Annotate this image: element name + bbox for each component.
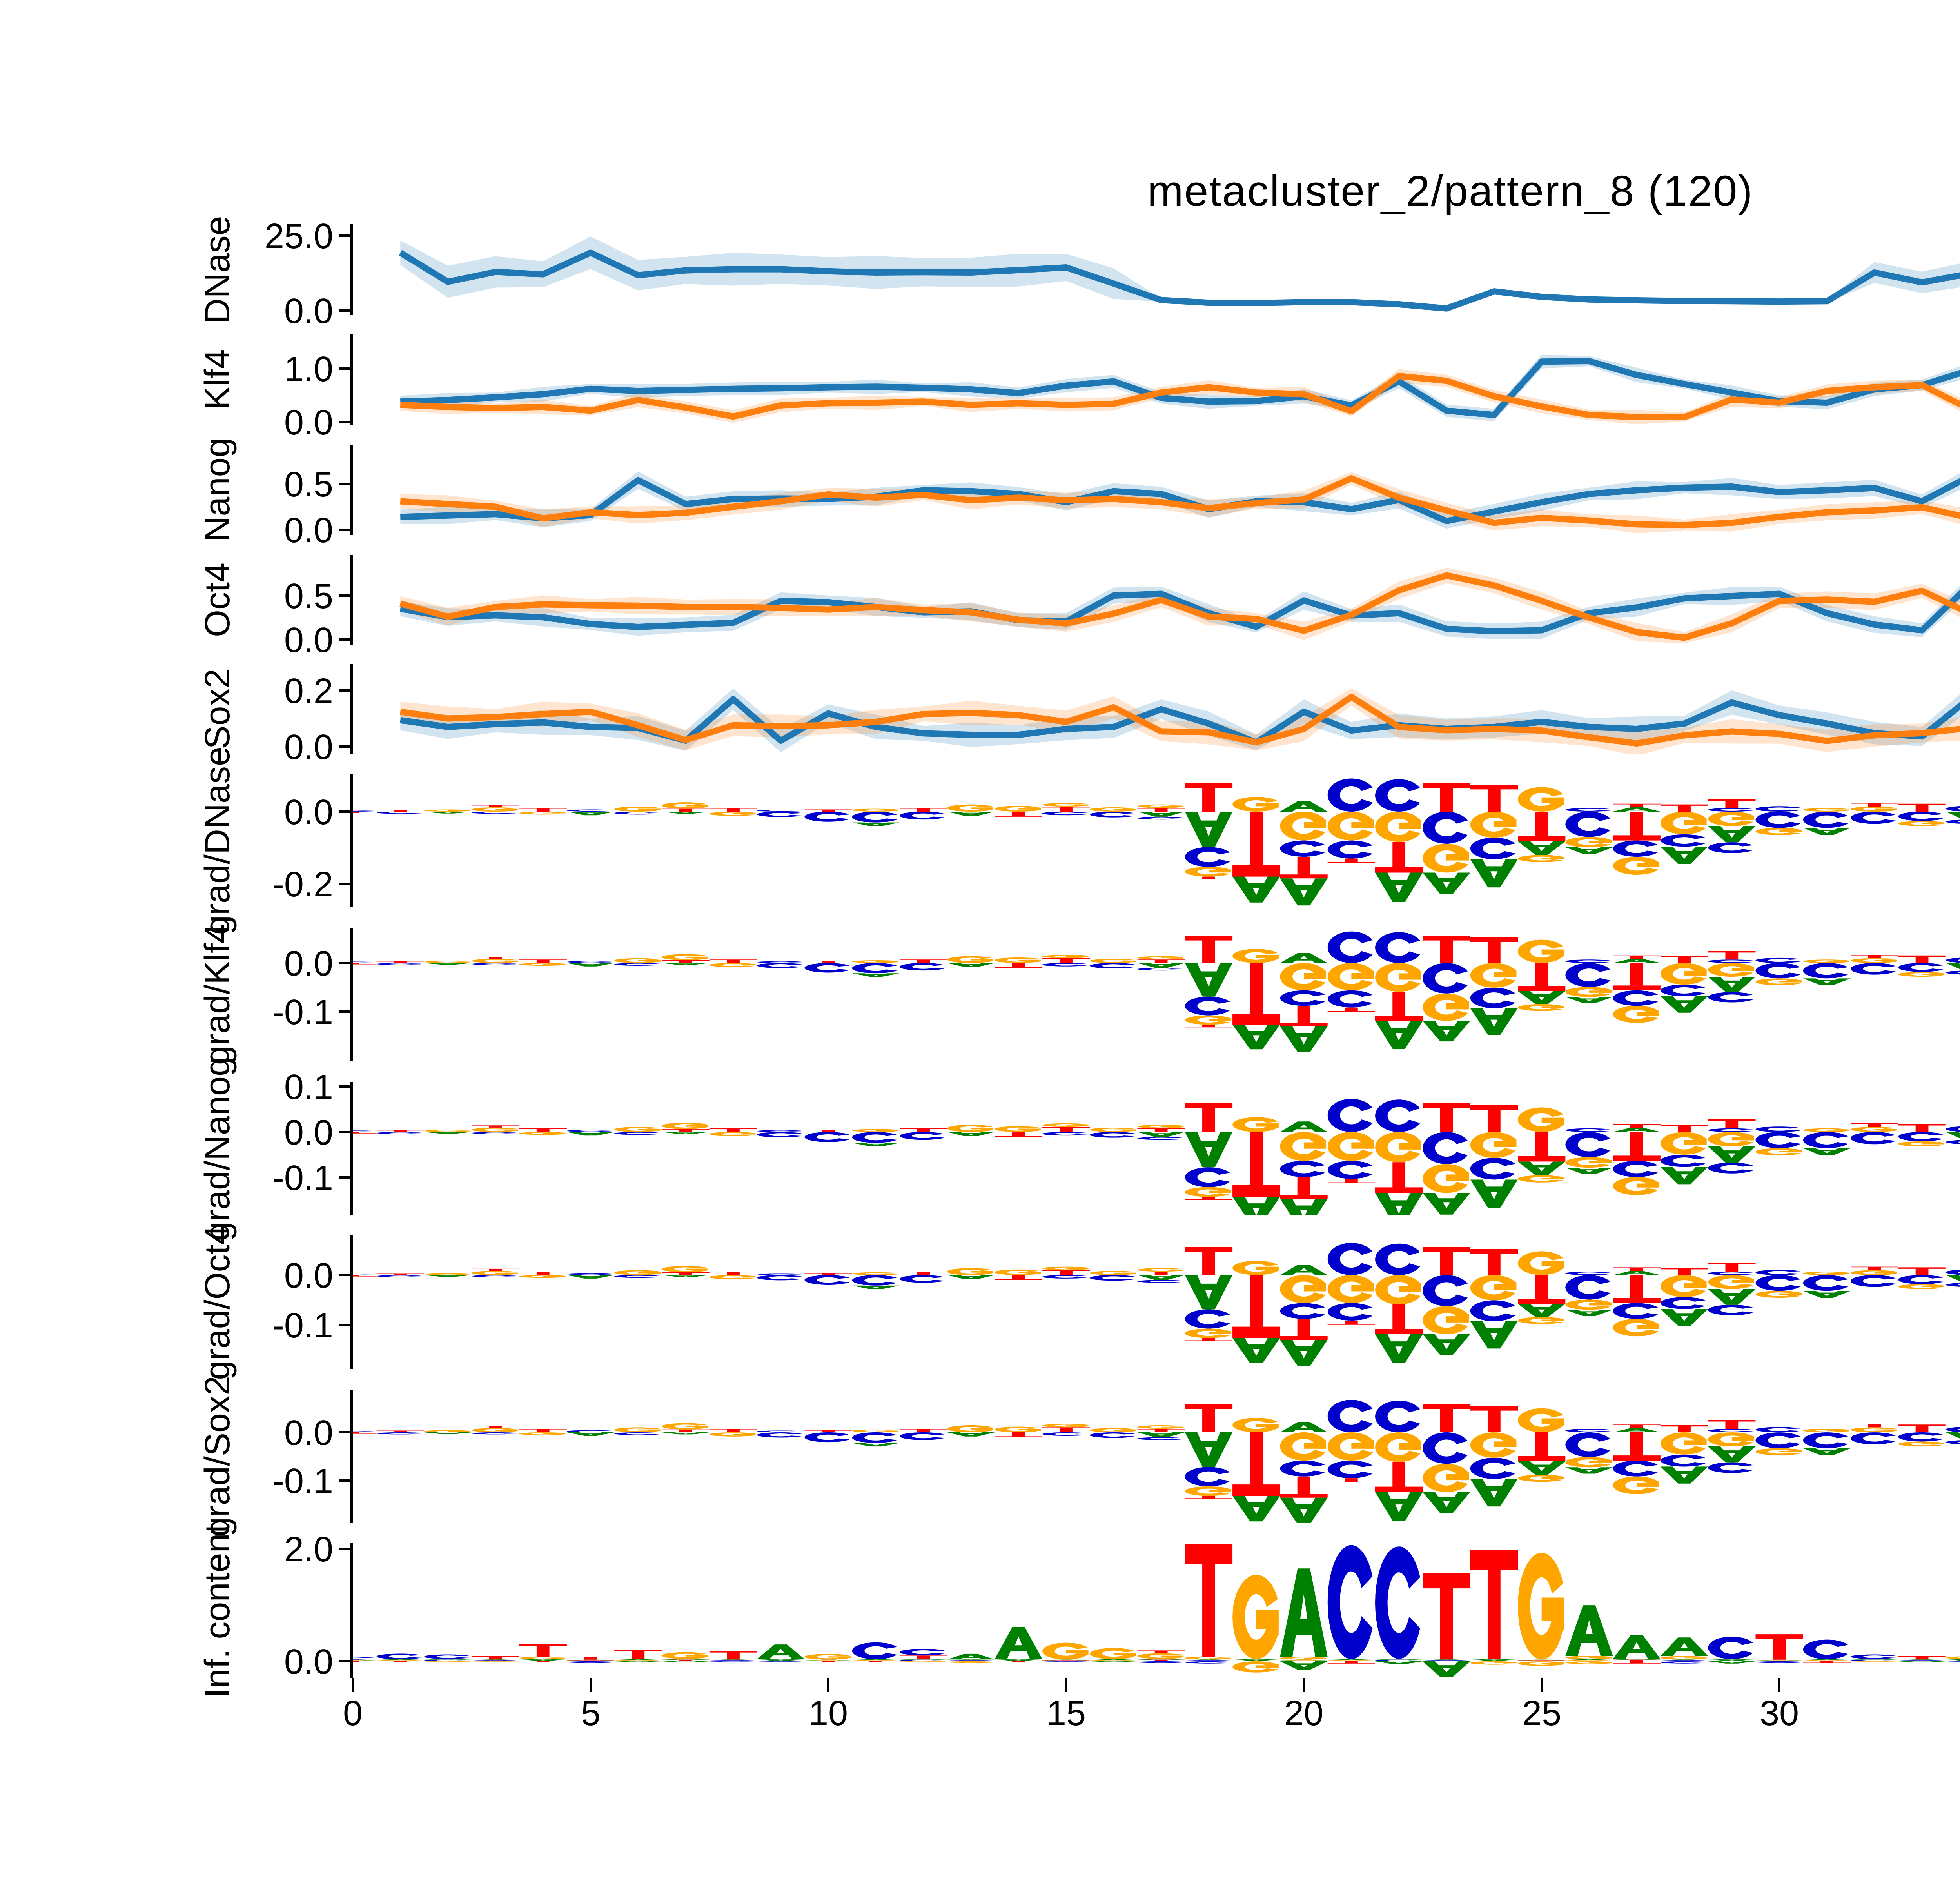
- svg-text:0.0: 0.0: [284, 292, 333, 331]
- svg-text:DNase: DNase: [198, 216, 237, 323]
- svg-text:0.0: 0.0: [284, 1256, 333, 1295]
- svg-text:0.0: 0.0: [284, 944, 333, 983]
- svg-text:0.0: 0.0: [284, 1413, 333, 1453]
- svg-text:grad/Klf4: grad/Klf4: [198, 924, 237, 1065]
- svg-text:0.1: 0.1: [284, 1068, 333, 1107]
- svg-text:0.0: 0.0: [284, 728, 333, 767]
- svg-text:0.0: 0.0: [284, 1642, 333, 1682]
- svg-text:-0.2: -0.2: [272, 865, 333, 904]
- svg-text:20: 20: [1284, 1694, 1323, 1733]
- svg-text:metacluster_2/pattern_8 (120): metacluster_2/pattern_8 (120): [1147, 167, 1753, 215]
- svg-text:-0.1: -0.1: [272, 1159, 333, 1198]
- svg-text:25: 25: [1522, 1694, 1561, 1733]
- svg-text:0.0: 0.0: [284, 793, 333, 832]
- svg-text:-0.1: -0.1: [272, 1306, 333, 1345]
- svg-text:-0.1: -0.1: [272, 993, 333, 1032]
- svg-text:2.0: 2.0: [284, 1530, 333, 1569]
- svg-text:15: 15: [1047, 1694, 1086, 1733]
- svg-text:grad/Sox2: grad/Sox2: [198, 1376, 237, 1537]
- svg-text:5: 5: [581, 1694, 601, 1733]
- svg-text:30: 30: [1760, 1694, 1799, 1733]
- svg-text:0.0: 0.0: [284, 511, 333, 550]
- svg-text:0.0: 0.0: [284, 1113, 333, 1152]
- svg-text:grad/Oct4: grad/Oct4: [198, 1225, 237, 1380]
- svg-text:Inf. content: Inf. content: [198, 1523, 237, 1698]
- svg-text:Klf4: Klf4: [198, 349, 237, 410]
- svg-text:grad/DNase: grad/DNase: [198, 747, 237, 935]
- svg-text:25.0: 25.0: [265, 217, 333, 256]
- svg-text:0.0: 0.0: [284, 403, 333, 442]
- svg-text:Sox2: Sox2: [198, 669, 237, 749]
- svg-text:10: 10: [809, 1694, 848, 1733]
- svg-text:0.2: 0.2: [284, 672, 333, 711]
- svg-text:-0.1: -0.1: [272, 1462, 333, 1501]
- svg-text:Nanog: Nanog: [198, 438, 237, 541]
- svg-text:Oct4: Oct4: [198, 563, 237, 637]
- svg-text:0: 0: [343, 1694, 363, 1733]
- svg-text:0.0: 0.0: [284, 621, 333, 660]
- svg-text:0.5: 0.5: [284, 465, 333, 504]
- svg-text:1.0: 1.0: [284, 350, 333, 389]
- svg-text:0.5: 0.5: [284, 577, 333, 616]
- svg-text:grad/Nanog: grad/Nanog: [198, 1057, 237, 1241]
